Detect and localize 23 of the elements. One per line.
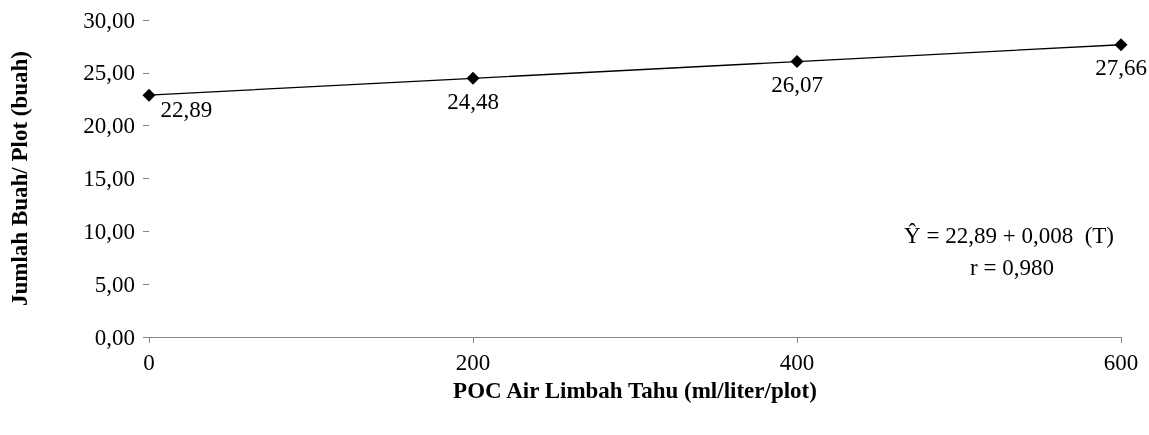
x-tick-label: 0 xyxy=(143,350,155,375)
y-tick-label: 15,00 xyxy=(83,166,135,191)
point xyxy=(790,55,804,69)
point xyxy=(142,88,156,102)
y-tick-label: 25,00 xyxy=(83,60,135,86)
data-label: 27,66 xyxy=(1095,55,1147,81)
x-tick-label: 400 xyxy=(779,350,815,375)
y-tick-label: 5,00 xyxy=(94,271,135,297)
annotation: r = 0,980 xyxy=(970,255,1055,280)
point xyxy=(1114,38,1128,52)
y-tick-label: 30,00 xyxy=(83,7,135,33)
x-tick-label: 200 xyxy=(455,350,491,375)
y-tick-label: 20,00 xyxy=(83,113,135,139)
x-tick-label: 600 xyxy=(1103,350,1139,375)
data-label: 26,07 xyxy=(771,72,823,98)
point xyxy=(466,71,480,85)
y-axis-title: Jumlah Buah/ Plot (buah) xyxy=(7,51,32,306)
y-tick-label: 0,00 xyxy=(94,324,135,350)
data-label: 24,48 xyxy=(447,88,499,114)
data-label: 22,89 xyxy=(160,96,213,122)
annotation: Ŷ = 22,89 + 0,008 (T) xyxy=(904,223,1114,248)
y-tick-label: 10,00 xyxy=(83,218,135,244)
x-axis-title: POC Air Limbah Tahu (ml/liter/plot) xyxy=(453,378,817,403)
